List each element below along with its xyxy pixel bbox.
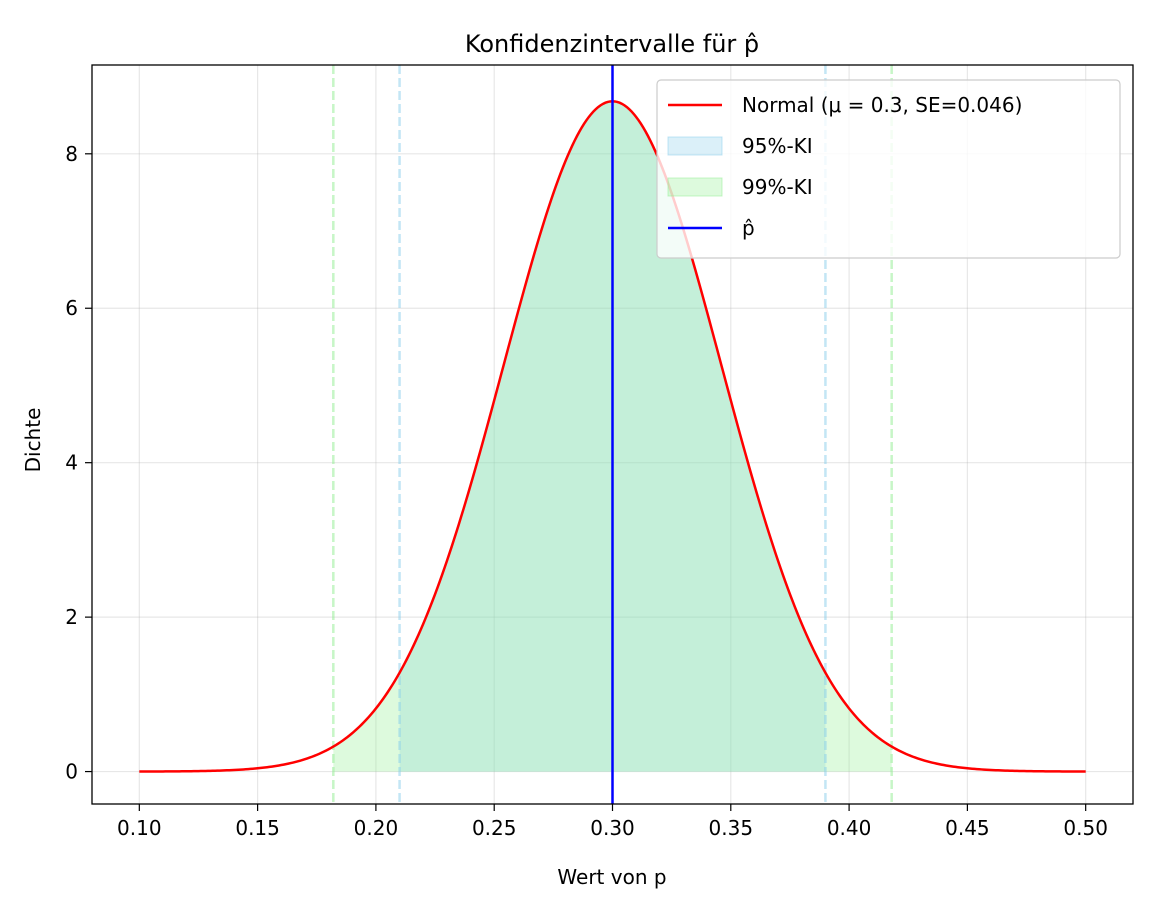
legend-swatch-patch (667, 177, 723, 197)
y-tick-label: 8 (65, 142, 78, 166)
legend: Normal (μ = 0.3, SE=0.046) 95%-KI 99%-KI p̂ (656, 79, 1121, 259)
legend-box (656, 79, 1121, 259)
x-axis-ticks: 0.10 0.15 0.20 0.25 0.30 0.35 0.40 0.45 0.50 (117, 804, 1108, 840)
x-tick-label: 0.25 (472, 816, 517, 840)
legend-label: 99%-KI (742, 175, 813, 199)
x-axis-label: Wert von p (557, 865, 666, 889)
y-tick-label: 4 (65, 451, 78, 475)
x-tick-label: 0.45 (945, 816, 990, 840)
y-axis-label: Dichte (21, 408, 45, 473)
legend-label: Normal (μ = 0.3, SE=0.046) (742, 93, 1022, 117)
legend-label: p̂ (742, 216, 755, 240)
legend-label: 95%-KI (742, 134, 813, 158)
y-axis-ticks: 0 2 4 6 8 (65, 142, 92, 784)
x-tick-label: 0.10 (117, 816, 162, 840)
y-tick-label: 6 (65, 296, 78, 320)
chart-title: Konfidenzintervalle für p̂ (465, 30, 759, 58)
interval-bounds (332, 65, 893, 804)
x-tick-label: 0.20 (354, 816, 399, 840)
y-tick-label: 0 (65, 760, 78, 784)
x-tick-label: 0.15 (235, 816, 280, 840)
legend-swatch-patch (667, 136, 723, 156)
x-tick-label: 0.50 (1063, 816, 1108, 840)
y-tick-label: 2 (65, 605, 78, 629)
x-tick-label: 0.35 (709, 816, 754, 840)
x-tick-label: 0.30 (590, 816, 635, 840)
x-tick-label: 0.40 (827, 816, 872, 840)
